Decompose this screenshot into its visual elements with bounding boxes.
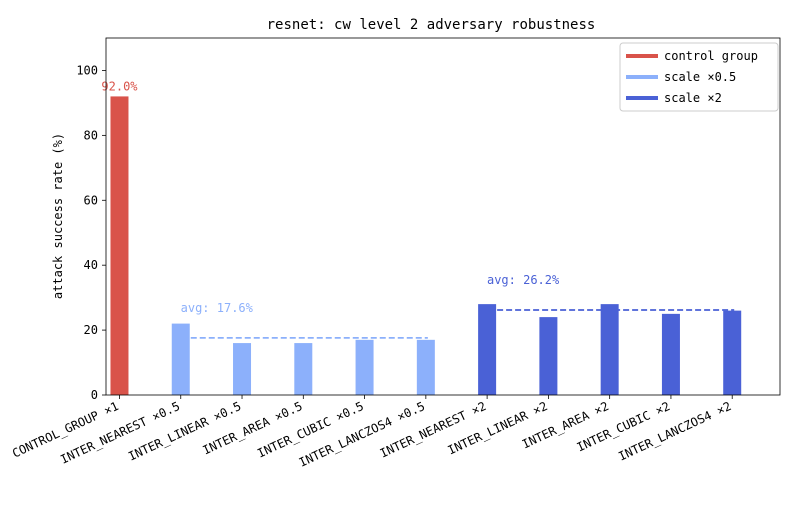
bar: [600, 304, 619, 395]
legend-entry: scale ×0.5: [664, 70, 736, 84]
bar: [416, 339, 435, 395]
bar: [355, 339, 374, 395]
y-tick-label: 80: [84, 128, 98, 142]
plot-area: avg: 17.6% avg: 26.2% 92.0%: [101, 79, 742, 395]
x-tick-label: INTER_LANCZOS4 ×2: [616, 399, 733, 464]
legend: control group scale ×0.5 scale ×2: [619, 42, 779, 112]
x-tick-label: INTER_LINEAR ×2: [446, 399, 550, 457]
y-axis-label: attack success rate (%): [51, 133, 65, 299]
bar: [661, 313, 680, 395]
average-label: avg: 26.2%: [487, 273, 560, 287]
bar: [723, 310, 742, 395]
y-tick-label: 20: [84, 323, 98, 337]
y-tick-label: 40: [84, 258, 98, 272]
data-label: 92.0%: [101, 79, 138, 93]
bar: [294, 343, 313, 395]
x-tick-label: INTER_AREA ×0.5: [200, 399, 304, 457]
legend-frame: [619, 42, 779, 112]
y-axis: 0 20 40 60 80 100: [76, 63, 106, 402]
bar: [171, 323, 190, 395]
chart-title: resnet: cw level 2 adversary robustness: [267, 17, 596, 33]
bar: [233, 343, 252, 395]
y-tick-label: 100: [76, 63, 98, 77]
x-tick-label: INTER_NEAREST ×2: [378, 399, 489, 461]
y-tick-label: 60: [84, 193, 98, 207]
legend-entry: control group: [664, 49, 758, 63]
bar: [110, 96, 129, 395]
legend-entry: scale ×2: [664, 91, 722, 105]
bar: [539, 317, 558, 395]
x-tick-label: INTER_LINEAR ×0.5: [126, 399, 243, 464]
bar: [478, 304, 497, 395]
y-tick-label: 0: [91, 388, 98, 402]
average-label: avg: 17.6%: [181, 301, 254, 315]
plot-frame: [105, 37, 781, 396]
